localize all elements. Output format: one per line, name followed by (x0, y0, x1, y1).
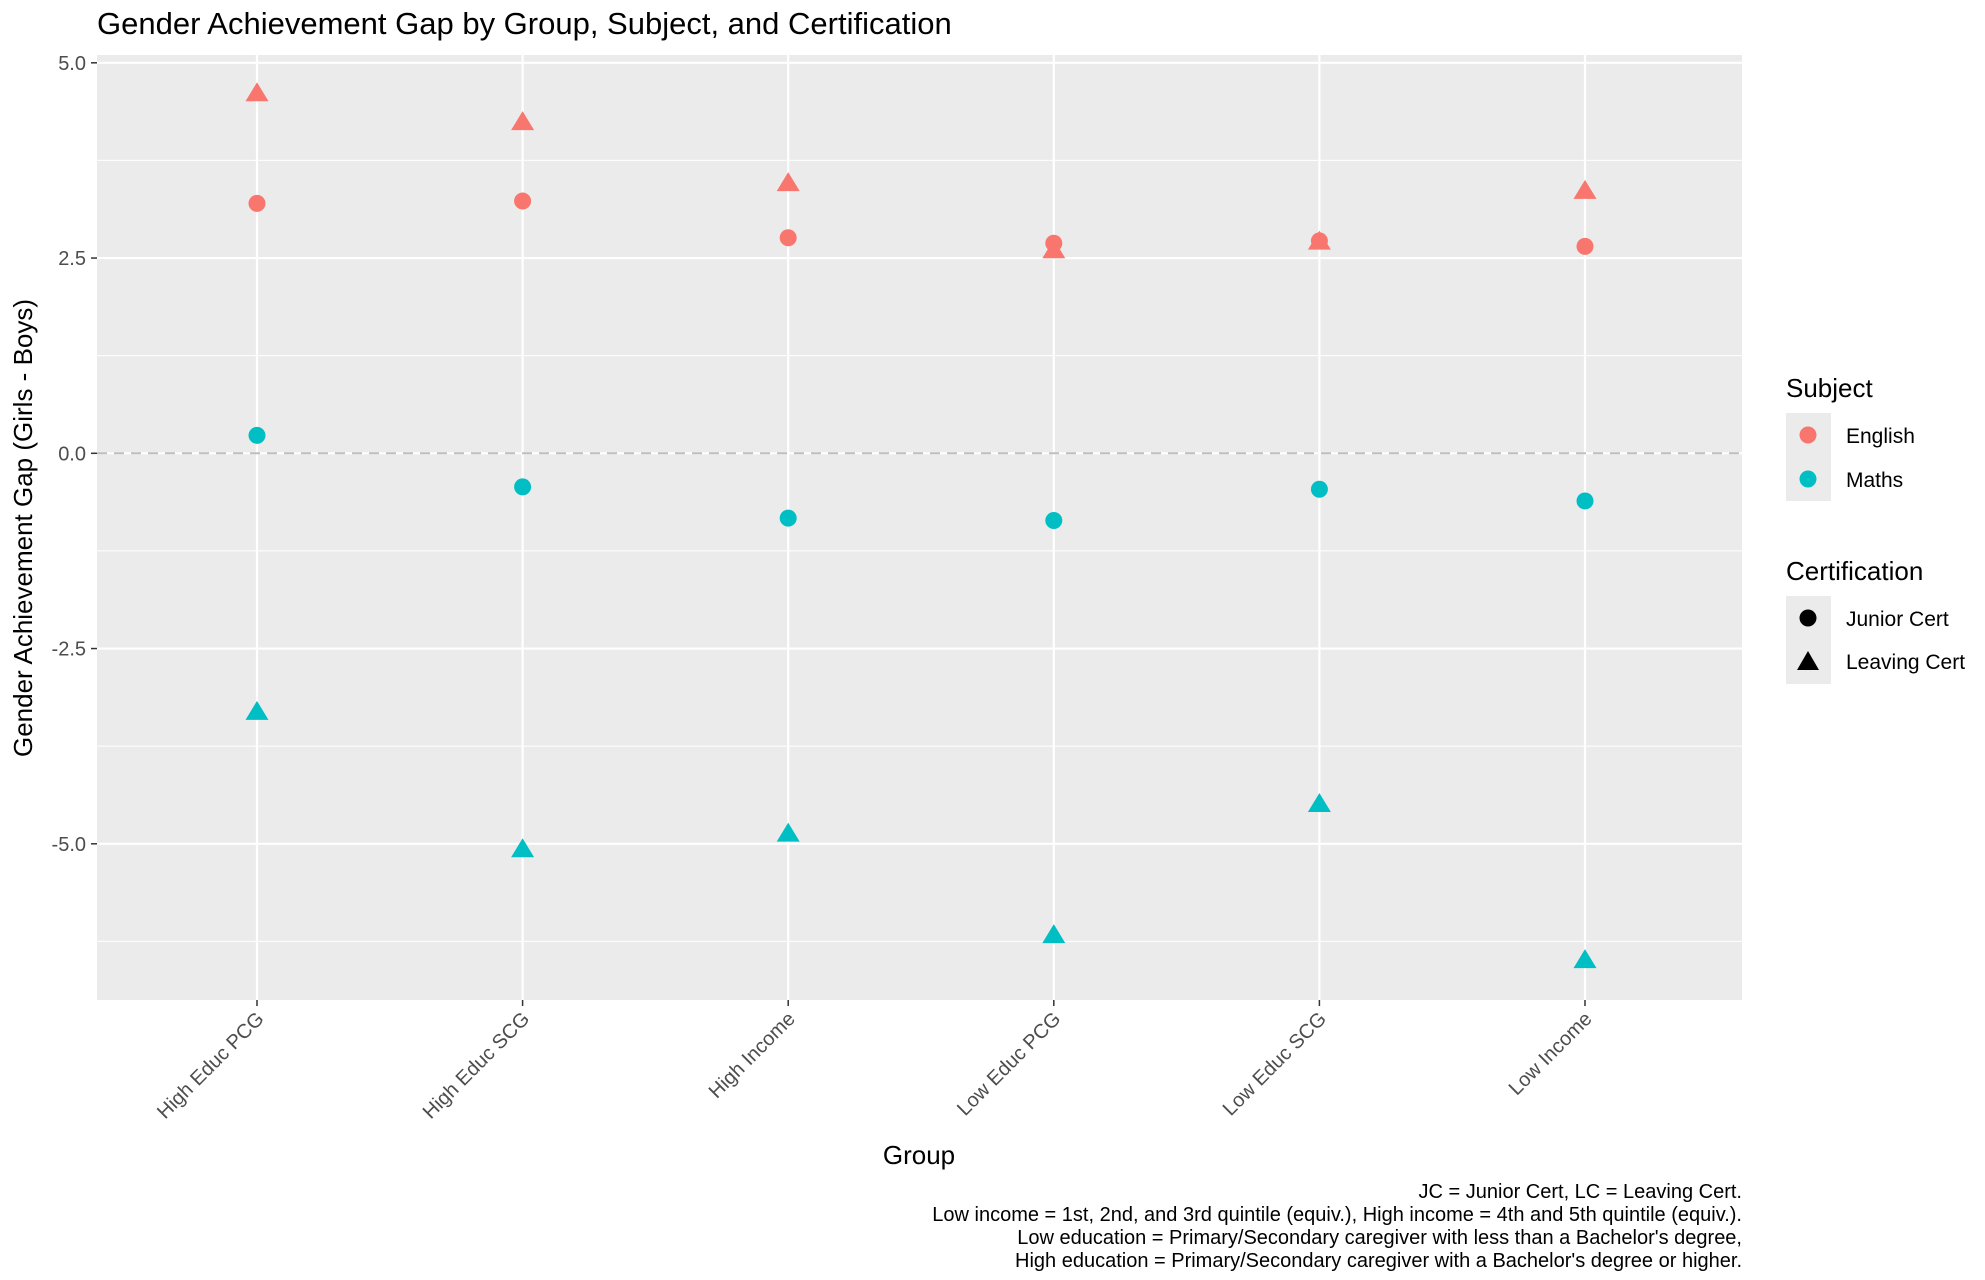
point-english-leaving-cert (1042, 239, 1066, 259)
y-tick-label: 5.0 (58, 53, 86, 75)
legend-subject-key-bg (1786, 413, 1831, 501)
y-axis: 5.0 2.5 0.0 -2.5 -5.0 (52, 53, 97, 856)
y-axis-title: Gender Achievement Gap (Girls - Boys) (8, 299, 38, 757)
x-axis: High Educ PCG High Educ SCG High Income Low… (153, 1000, 1597, 1123)
caption-line-2: Low income = 1st, 2nd, and 3rd quintile … (932, 1204, 1742, 1226)
legend-certification-key-bg (1786, 596, 1831, 684)
point-english-junior-cert (1576, 237, 1594, 255)
legend-leaving-cert-key (1797, 651, 1819, 670)
chart-title: Gender Achievement Gap by Group, Subject… (97, 6, 952, 41)
plot-panel (97, 55, 1742, 1000)
caption-line-4: High education = Primary/Secondary careg… (1015, 1250, 1742, 1272)
point-english-leaving-cert (776, 172, 800, 192)
point-maths-junior-cert (1310, 480, 1328, 498)
point-maths-junior-cert (779, 509, 797, 527)
point-english-leaving-cert (1573, 179, 1597, 199)
point-english-leaving-cert (245, 82, 269, 102)
point-maths-junior-cert (514, 478, 532, 496)
point-english-junior-cert (779, 229, 797, 247)
x-tick-label: High Income (705, 1008, 800, 1103)
point-maths-leaving-cert (245, 700, 269, 720)
legend-junior-cert-label: Junior Cert (1846, 608, 1949, 631)
point-english-leaving-cert (1307, 230, 1331, 250)
x-tick-label: Low Educ SCG (1219, 1008, 1331, 1120)
caption-line-1: JC = Junior Cert, LC = Leaving Cert. (1419, 1181, 1742, 1203)
legend-english-label: English (1846, 425, 1915, 448)
point-maths-junior-cert (1576, 492, 1594, 510)
y-tick-label: -2.5 (52, 639, 86, 661)
point-maths-junior-cert (248, 426, 266, 444)
legend-subject-title: Subject (1786, 373, 1873, 403)
x-tick-label: High Educ SCG (419, 1008, 534, 1123)
legend-leaving-cert-label: Leaving Cert (1846, 651, 1965, 674)
point-maths-leaving-cert (1042, 924, 1066, 944)
x-tick-label: High Educ PCG (153, 1008, 268, 1123)
legend-english-key (1799, 426, 1817, 444)
y-tick-label: 2.5 (58, 248, 86, 270)
legend-certification-title: Certification (1786, 556, 1923, 586)
x-axis-title: Group (883, 1140, 955, 1170)
legend: Subject English Maths Certification Juni… (1786, 373, 1965, 684)
data-points (245, 82, 1597, 969)
legend-maths-key (1799, 470, 1817, 488)
point-maths-leaving-cert (776, 822, 800, 842)
point-english-leaving-cert (511, 111, 535, 131)
caption: JC = Junior Cert, LC = Leaving Cert. Low… (932, 1181, 1742, 1272)
point-maths-leaving-cert (1307, 792, 1331, 812)
caption-line-3: Low education = Primary/Secondary caregi… (1017, 1227, 1742, 1249)
legend-maths-label: Maths (1846, 469, 1903, 492)
x-tick-label: Low Educ PCG (953, 1008, 1065, 1120)
point-maths-junior-cert (1045, 511, 1063, 529)
y-tick-label: 0.0 (58, 443, 86, 465)
point-english-junior-cert (248, 194, 266, 212)
y-tick-label: -5.0 (52, 834, 86, 856)
x-tick-label: Low Income (1505, 1008, 1597, 1100)
point-maths-leaving-cert (1573, 949, 1597, 969)
point-maths-leaving-cert (511, 838, 535, 858)
point-english-junior-cert (514, 192, 532, 210)
legend-junior-cert-key (1799, 609, 1817, 627)
